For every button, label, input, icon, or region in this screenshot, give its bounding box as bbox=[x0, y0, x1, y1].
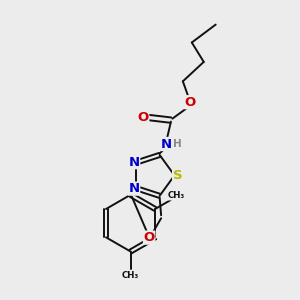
Text: O: O bbox=[137, 111, 149, 124]
Text: N: N bbox=[161, 137, 172, 151]
Text: N: N bbox=[128, 182, 140, 195]
Text: S: S bbox=[173, 169, 182, 182]
Text: O: O bbox=[144, 231, 155, 244]
Text: H: H bbox=[172, 139, 181, 149]
Text: O: O bbox=[185, 96, 196, 109]
Text: CH₃: CH₃ bbox=[122, 271, 139, 280]
Text: CH₃: CH₃ bbox=[167, 191, 185, 200]
Text: N: N bbox=[128, 156, 140, 169]
